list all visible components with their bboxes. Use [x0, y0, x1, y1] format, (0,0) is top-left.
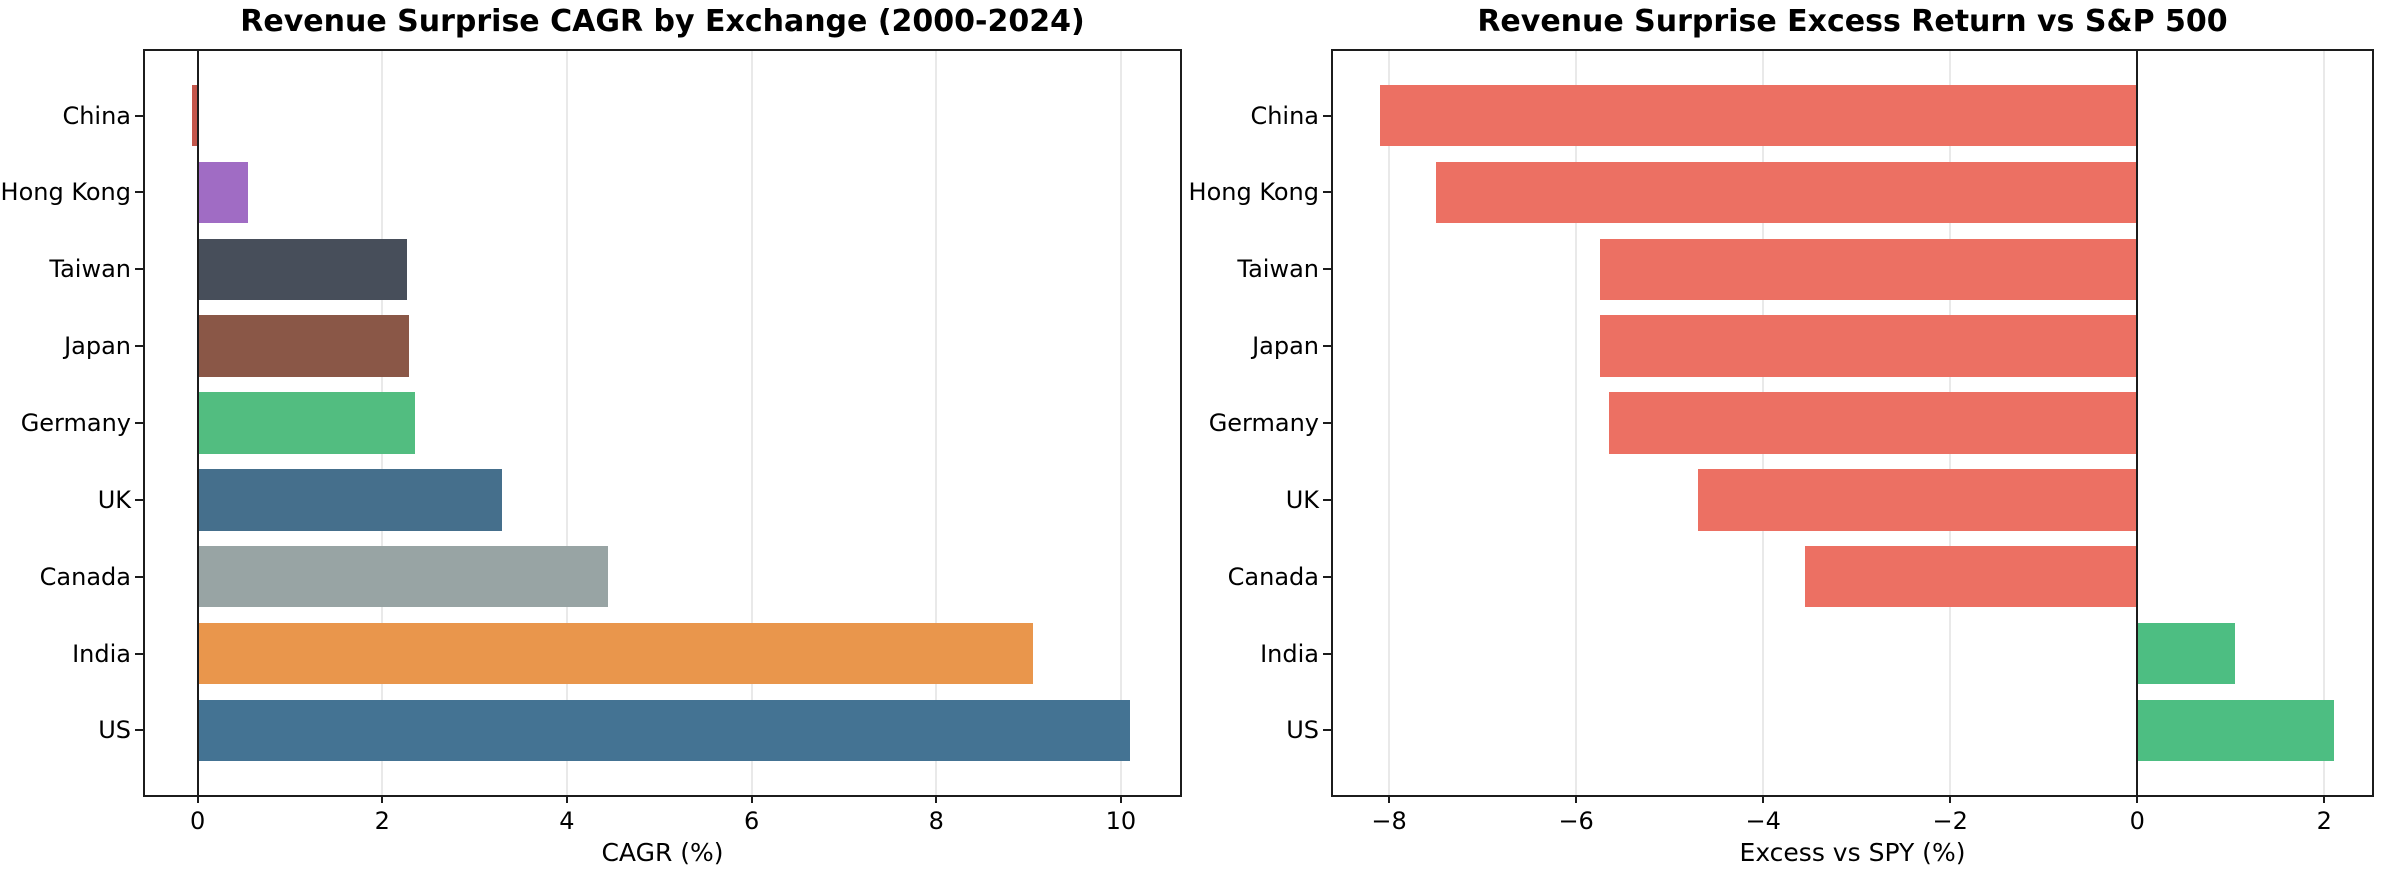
y-tick-label: Canada	[39, 562, 131, 591]
y-tick-label: Hong Kong	[1188, 178, 1319, 207]
bar-china	[1379, 84, 2138, 147]
x-tick-mark	[1388, 795, 1391, 803]
y-tick-label: Hong Kong	[0, 178, 131, 207]
y-tick-label: Taiwan	[49, 255, 131, 284]
x-gridline	[1388, 51, 1391, 795]
zero-axis-line	[2136, 51, 2139, 795]
y-tick-label: Japan	[1252, 332, 1319, 361]
y-tick-mark	[135, 498, 143, 501]
x-tick-mark	[2323, 795, 2326, 803]
y-tick-mark	[1323, 191, 1331, 194]
y-tick-label: India	[72, 639, 131, 668]
y-tick-label: UK	[1285, 485, 1319, 514]
bar-india	[197, 622, 1034, 685]
y-tick-mark	[135, 345, 143, 348]
x-tick-mark	[750, 795, 753, 803]
x-tick-mark	[2136, 795, 2139, 803]
x-tick-mark	[1762, 795, 1765, 803]
x-tick-label: −6	[1558, 807, 1594, 835]
x-tick-label: 0	[189, 807, 206, 835]
bar-hong-kong	[197, 161, 249, 224]
x-gridline	[1119, 51, 1122, 795]
right-x-axis-label: Excess vs SPY (%)	[1739, 838, 1966, 867]
x-tick-label: −4	[1745, 807, 1781, 835]
y-tick-mark	[1323, 729, 1331, 732]
x-tick-mark	[935, 795, 938, 803]
bar-uk	[197, 469, 503, 531]
y-tick-label: Taiwan	[1237, 255, 1319, 284]
left-chart-title: Revenue Surprise CAGR by Exchange (2000-…	[240, 4, 1085, 39]
x-gridline	[750, 51, 753, 795]
y-tick-mark	[1323, 498, 1331, 501]
x-tick-mark	[565, 795, 568, 803]
x-tick-mark	[196, 795, 199, 803]
x-gridline	[1575, 51, 1578, 795]
bar-taiwan	[1599, 238, 2138, 301]
x-tick-label: 0	[2129, 807, 2145, 835]
y-tick-label: UK	[97, 485, 131, 514]
y-tick-label: Japan	[64, 332, 131, 361]
y-tick-mark	[1323, 345, 1331, 348]
bar-us	[197, 699, 1131, 762]
y-tick-label: India	[1260, 639, 1319, 668]
y-tick-mark	[135, 268, 143, 271]
y-tick-mark	[1323, 422, 1331, 424]
x-tick-label: −2	[1932, 807, 1968, 835]
y-tick-label: China	[1250, 101, 1319, 130]
bar-germany	[197, 392, 415, 454]
y-tick-mark	[135, 422, 143, 424]
x-tick-mark	[1119, 795, 1122, 803]
zero-axis-line	[196, 51, 199, 795]
y-tick-mark	[1323, 114, 1331, 117]
bar-uk	[1697, 469, 2138, 531]
x-tick-mark	[1575, 795, 1578, 803]
y-tick-label: China	[62, 101, 131, 130]
y-tick-label: US	[1286, 716, 1319, 745]
bar-hong-kong	[1435, 161, 2138, 224]
y-tick-mark	[1323, 575, 1331, 578]
x-tick-label: 4	[559, 807, 575, 835]
x-tick-label: 10	[1105, 807, 1137, 835]
bar-canada	[1805, 545, 2138, 608]
cagr-chart-plot-area: 0 2 4 6 8 10 China Hong Kong Taiwan Japan Germany U…	[1, 49, 1182, 835]
y-tick-label: Canada	[1227, 562, 1319, 591]
y-tick-mark	[135, 114, 143, 117]
x-tick-label: 8	[928, 807, 944, 835]
x-gridline	[565, 51, 568, 795]
x-tick-label: −8	[1371, 807, 1407, 835]
bar-japan	[1599, 315, 2138, 377]
x-tick-mark	[1949, 795, 1952, 803]
left-x-axis-label: CAGR (%)	[601, 838, 724, 867]
y-tick-label: Germany	[1208, 409, 1319, 437]
bar-india	[2137, 622, 2236, 685]
bar-china	[192, 84, 198, 147]
y-tick-mark	[1323, 268, 1331, 271]
y-tick-mark	[135, 652, 143, 655]
bar-japan	[197, 315, 410, 377]
right-chart-title: Revenue Surprise Excess Return vs S&P 50…	[1477, 4, 2228, 39]
y-tick-label: Germany	[20, 409, 131, 437]
excess-return-chart-plot-area: −8 −6 −4 −2 0 2 China Hong Kong Taiwan Japan Germa…	[1189, 49, 2374, 835]
x-gridline	[2323, 51, 2326, 795]
x-gridline	[935, 51, 938, 795]
y-tick-mark	[135, 191, 143, 194]
y-tick-mark	[135, 729, 143, 732]
y-tick-label: US	[98, 716, 131, 745]
bar-germany	[1608, 392, 2138, 454]
x-tick-label: 6	[743, 807, 760, 835]
x-tick-label: 2	[2316, 807, 2332, 835]
x-tick-mark	[381, 795, 384, 803]
bar-canada	[197, 545, 609, 608]
x-tick-label: 2	[374, 807, 390, 835]
bar-taiwan	[197, 238, 408, 301]
y-tick-mark	[135, 575, 143, 578]
bar-us	[2137, 699, 2334, 762]
y-tick-mark	[1323, 652, 1331, 655]
